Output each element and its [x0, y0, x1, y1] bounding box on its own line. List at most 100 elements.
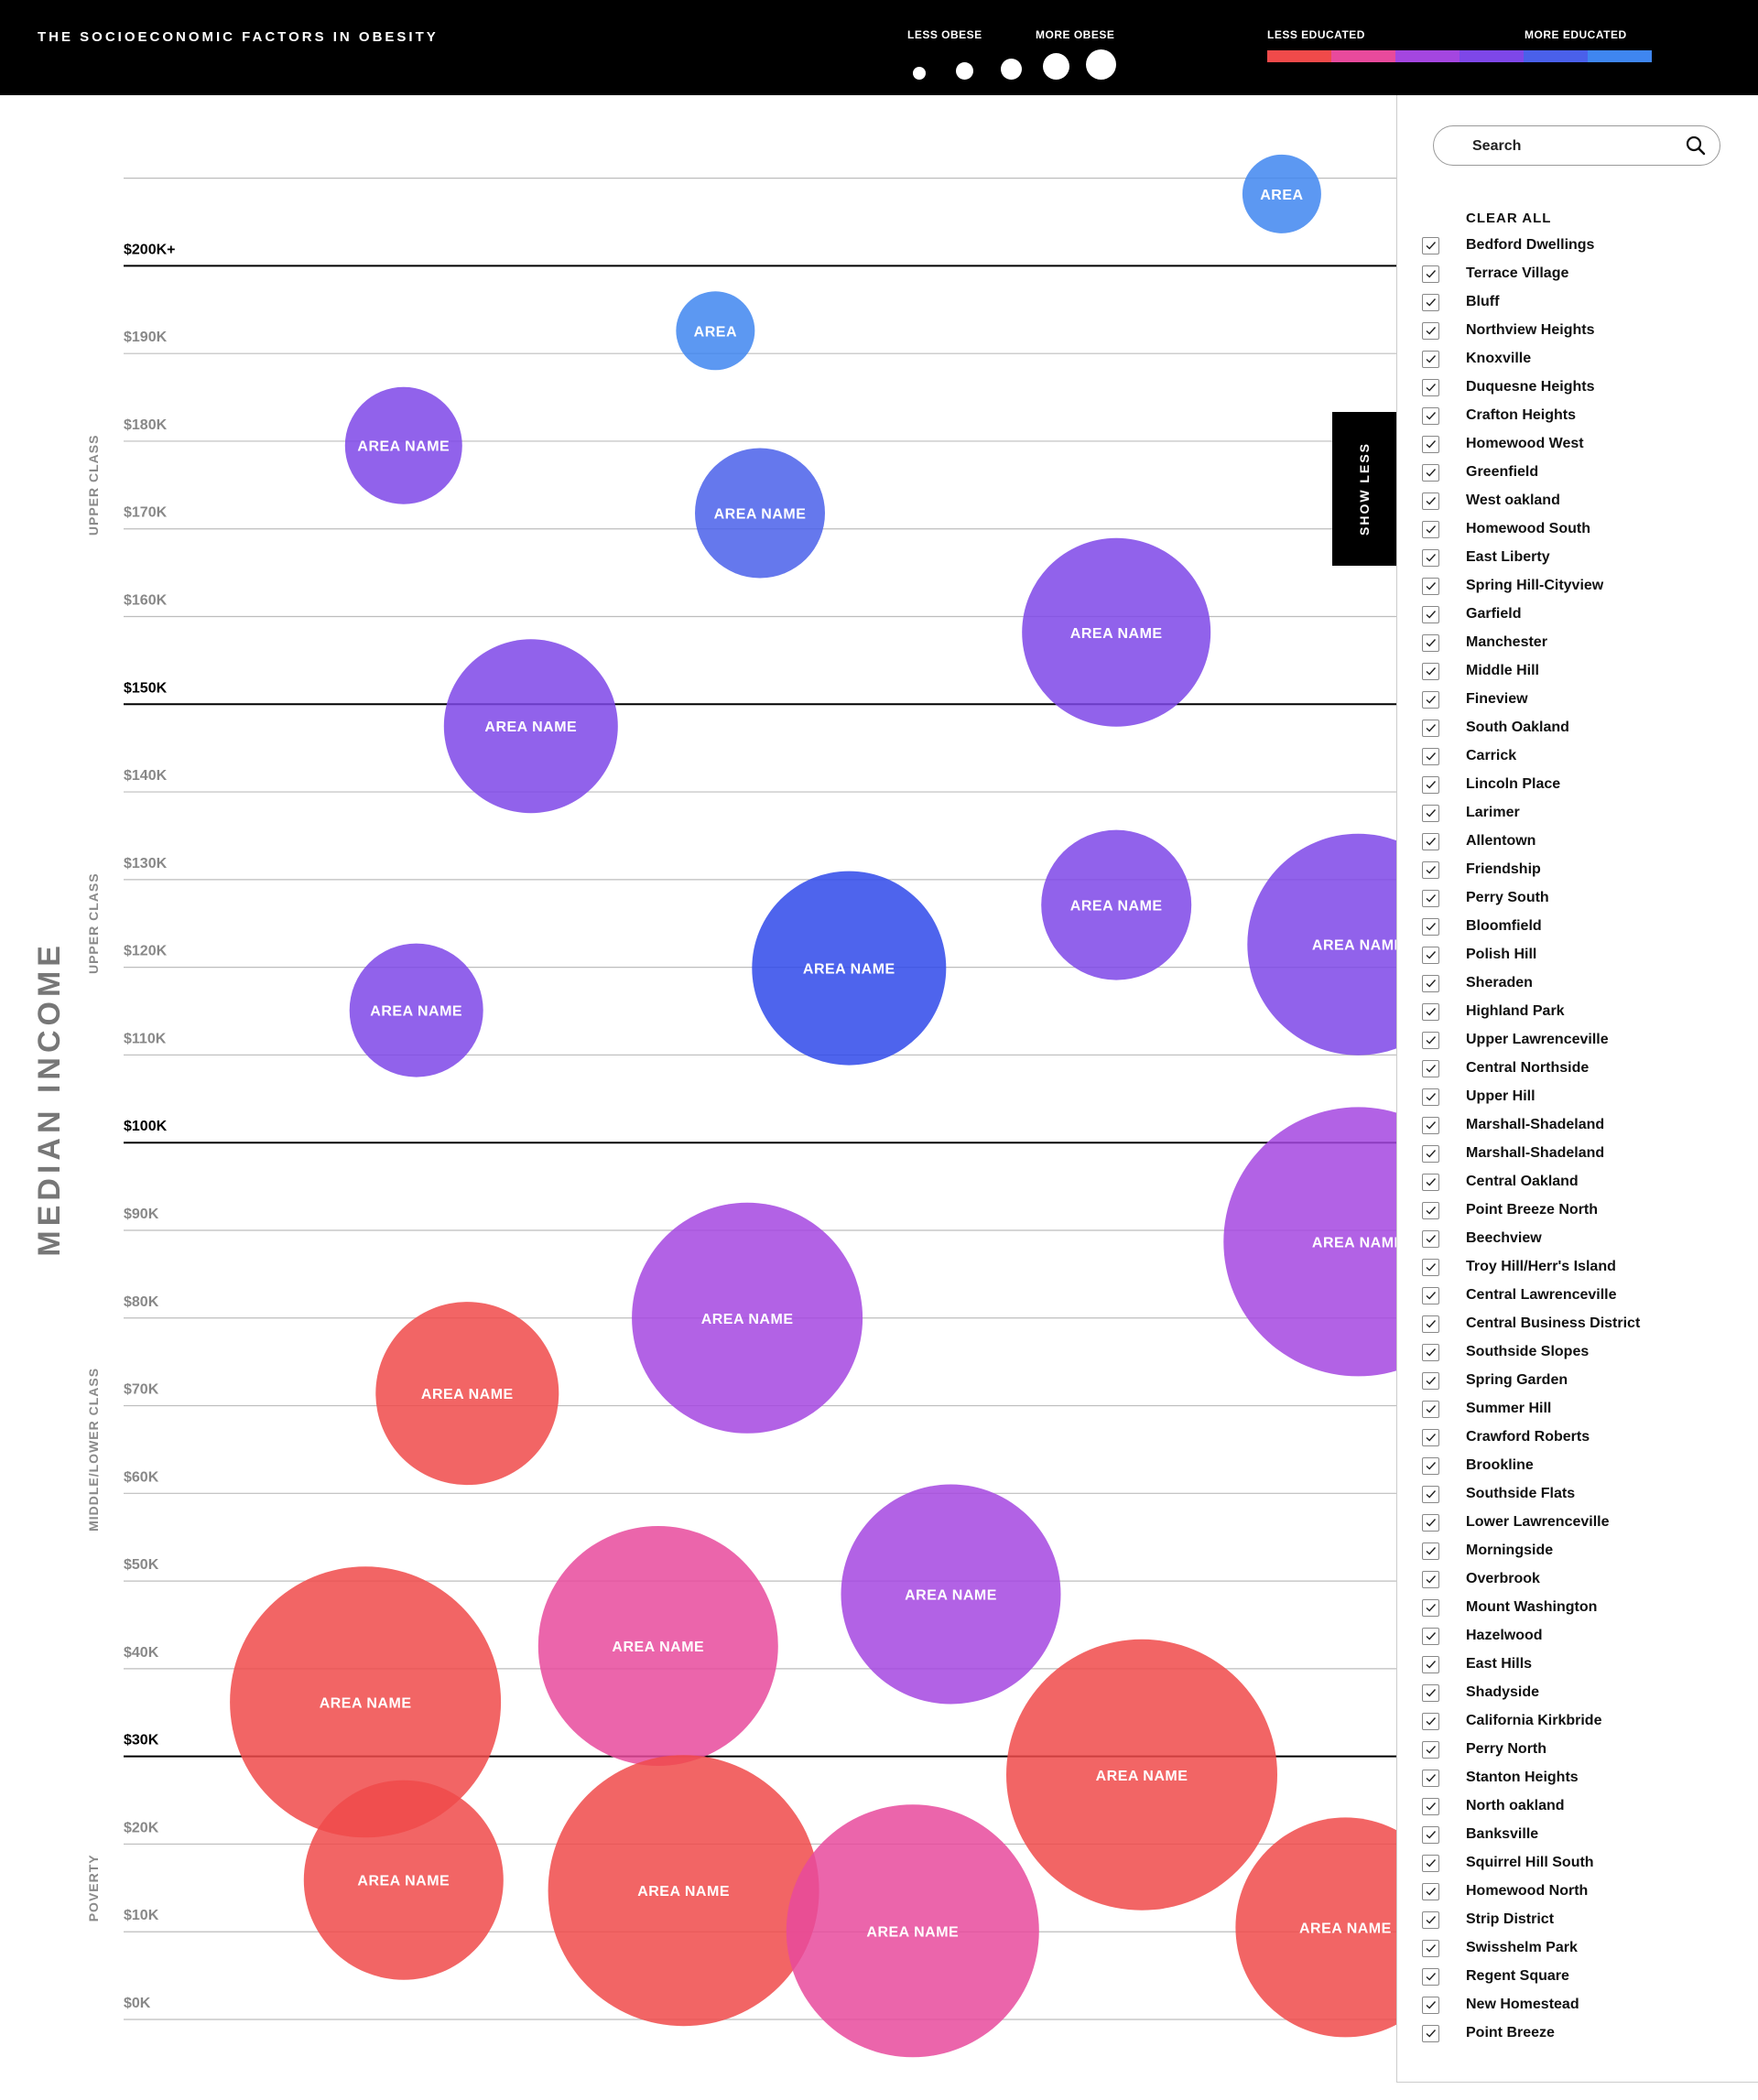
- neighborhood-list-item[interactable]: Northview Heights: [1397, 318, 1745, 346]
- neighborhood-checkbox[interactable]: [1422, 1514, 1439, 1532]
- neighborhood-checkbox[interactable]: [1422, 1230, 1439, 1248]
- neighborhood-list-item[interactable]: Central Northside: [1397, 1055, 1745, 1084]
- neighborhood-checkbox[interactable]: [1422, 720, 1439, 737]
- neighborhood-checkbox[interactable]: [1422, 861, 1439, 879]
- neighborhood-list-item[interactable]: Overbrook: [1397, 1566, 1745, 1595]
- neighborhood-checkbox[interactable]: [1422, 776, 1439, 794]
- neighborhood-checkbox[interactable]: [1422, 1656, 1439, 1673]
- neighborhood-checkbox[interactable]: [1422, 1457, 1439, 1475]
- neighborhood-list-item[interactable]: Mount Washington: [1397, 1595, 1745, 1623]
- neighborhood-checkbox[interactable]: [1422, 1770, 1439, 1787]
- neighborhood-checkbox[interactable]: [1422, 1798, 1439, 1815]
- neighborhood-list-item[interactable]: Spring Garden: [1397, 1368, 1745, 1396]
- neighborhood-list-item[interactable]: Larimer: [1397, 800, 1745, 828]
- neighborhood-list-item[interactable]: Bluff: [1397, 289, 1745, 318]
- neighborhood-list-item[interactable]: Marshall-Shadeland: [1397, 1112, 1745, 1141]
- neighborhood-list-item[interactable]: Central Lawrenceville: [1397, 1283, 1745, 1311]
- neighborhood-checkbox[interactable]: [1422, 1287, 1439, 1304]
- neighborhood-list-item[interactable]: Squirrel Hill South: [1397, 1850, 1745, 1878]
- neighborhood-checkbox[interactable]: [1422, 1543, 1439, 1560]
- neighborhood-checkbox[interactable]: [1422, 351, 1439, 368]
- neighborhood-list-item[interactable]: Lower Lawrenceville: [1397, 1510, 1745, 1538]
- neighborhood-list-item[interactable]: Carrick: [1397, 743, 1745, 772]
- neighborhood-list-item[interactable]: Upper Hill: [1397, 1084, 1745, 1112]
- neighborhood-checkbox[interactable]: [1422, 322, 1439, 340]
- neighborhood-list-item[interactable]: New Homestead: [1397, 1992, 1745, 2020]
- neighborhood-checkbox[interactable]: [1422, 805, 1439, 822]
- neighborhood-list-item[interactable]: Perry South: [1397, 885, 1745, 914]
- neighborhood-list-item[interactable]: South Oakland: [1397, 715, 1745, 743]
- neighborhood-checkbox[interactable]: [1422, 1174, 1439, 1191]
- neighborhood-list-item[interactable]: Strip District: [1397, 1907, 1745, 1935]
- neighborhood-list-item[interactable]: Morningside: [1397, 1538, 1745, 1566]
- clear-all-button[interactable]: CLEAR ALL: [1466, 211, 1552, 226]
- neighborhood-list-item[interactable]: Hazelwood: [1397, 1623, 1745, 1651]
- neighborhood-checkbox[interactable]: [1422, 691, 1439, 709]
- neighborhood-checkbox[interactable]: [1422, 1599, 1439, 1617]
- neighborhood-list-item[interactable]: Troy Hill/Herr's Island: [1397, 1254, 1745, 1283]
- neighborhood-checkbox[interactable]: [1422, 1826, 1439, 1844]
- neighborhood-checkbox[interactable]: [1422, 1940, 1439, 1957]
- neighborhood-checkbox[interactable]: [1422, 493, 1439, 510]
- neighborhood-list-item[interactable]: Southside Slopes: [1397, 1339, 1745, 1368]
- neighborhood-list-item[interactable]: Greenfield: [1397, 460, 1745, 488]
- neighborhood-list-item[interactable]: Summer Hill: [1397, 1396, 1745, 1424]
- neighborhood-list-item[interactable]: Upper Lawrenceville: [1397, 1027, 1745, 1055]
- neighborhood-list-item[interactable]: Regent Square: [1397, 1964, 1745, 1992]
- neighborhood-checkbox[interactable]: [1422, 549, 1439, 567]
- neighborhood-list-item[interactable]: Duquesne Heights: [1397, 374, 1745, 403]
- neighborhood-checkbox[interactable]: [1422, 1968, 1439, 1986]
- neighborhood-list-item[interactable]: Manchester: [1397, 630, 1745, 658]
- neighborhood-list-item[interactable]: Point Breeze: [1397, 2020, 1745, 2049]
- neighborhood-checkbox[interactable]: [1422, 464, 1439, 482]
- neighborhood-checkbox[interactable]: [1422, 1060, 1439, 1077]
- neighborhood-checkbox[interactable]: [1422, 436, 1439, 453]
- neighborhood-checkbox[interactable]: [1422, 1344, 1439, 1361]
- neighborhood-checkbox[interactable]: [1422, 521, 1439, 538]
- neighborhood-list-item[interactable]: East Liberty: [1397, 545, 1745, 573]
- neighborhood-checkbox[interactable]: [1422, 1628, 1439, 1645]
- neighborhood-list-item[interactable]: Perry North: [1397, 1737, 1745, 1765]
- neighborhood-checkbox[interactable]: [1422, 1401, 1439, 1418]
- neighborhood-checkbox[interactable]: [1422, 1032, 1439, 1049]
- neighborhood-checkbox[interactable]: [1422, 1911, 1439, 1929]
- neighborhood-list-item[interactable]: Allentown: [1397, 828, 1745, 857]
- neighborhood-checkbox[interactable]: [1422, 975, 1439, 992]
- neighborhood-list-item[interactable]: Garfield: [1397, 601, 1745, 630]
- search-icon[interactable]: [1685, 135, 1707, 157]
- neighborhood-list-item[interactable]: Terrace Village: [1397, 261, 1745, 289]
- neighborhood-checkbox[interactable]: [1422, 1429, 1439, 1446]
- neighborhood-list-item[interactable]: Polish Hill: [1397, 942, 1745, 970]
- neighborhood-checkbox[interactable]: [1422, 265, 1439, 283]
- neighborhood-list-item[interactable]: Spring Hill-Cityview: [1397, 573, 1745, 601]
- neighborhood-checkbox[interactable]: [1422, 1855, 1439, 1872]
- neighborhood-checkbox[interactable]: [1422, 1117, 1439, 1134]
- neighborhood-list-item[interactable]: Bloomfield: [1397, 914, 1745, 942]
- neighborhood-checkbox[interactable]: [1422, 1883, 1439, 1900]
- neighborhood-list-item[interactable]: Homewood West: [1397, 431, 1745, 460]
- neighborhood-checkbox[interactable]: [1422, 1571, 1439, 1588]
- neighborhood-list-item[interactable]: Lincoln Place: [1397, 772, 1745, 800]
- neighborhood-checkbox[interactable]: [1422, 833, 1439, 850]
- search-input[interactable]: Search: [1433, 125, 1720, 166]
- neighborhood-checkbox[interactable]: [1422, 947, 1439, 964]
- neighborhood-list-item[interactable]: Banksville: [1397, 1822, 1745, 1850]
- neighborhood-checkbox[interactable]: [1422, 1997, 1439, 2014]
- neighborhood-list-item[interactable]: Homewood North: [1397, 1878, 1745, 1907]
- neighborhood-checkbox[interactable]: [1422, 1315, 1439, 1333]
- neighborhood-checkbox[interactable]: [1422, 1202, 1439, 1219]
- neighborhood-list-item[interactable]: Southside Flats: [1397, 1481, 1745, 1510]
- neighborhood-list-item[interactable]: Beechview: [1397, 1226, 1745, 1254]
- neighborhood-checkbox[interactable]: [1422, 1088, 1439, 1106]
- neighborhood-list-item[interactable]: West oakland: [1397, 488, 1745, 516]
- show-less-button[interactable]: SHOW LESS: [1332, 412, 1396, 566]
- neighborhood-list-item[interactable]: Homewood South: [1397, 516, 1745, 545]
- neighborhood-list-item[interactable]: Middle Hill: [1397, 658, 1745, 687]
- neighborhood-list-item[interactable]: Central Business District: [1397, 1311, 1745, 1339]
- neighborhood-list-item[interactable]: California Kirkbride: [1397, 1708, 1745, 1737]
- neighborhood-checkbox[interactable]: [1422, 294, 1439, 311]
- neighborhood-list-item[interactable]: East Hills: [1397, 1651, 1745, 1680]
- neighborhood-checkbox[interactable]: [1422, 890, 1439, 907]
- neighborhood-list-item[interactable]: Brookline: [1397, 1453, 1745, 1481]
- neighborhood-checkbox[interactable]: [1422, 1486, 1439, 1503]
